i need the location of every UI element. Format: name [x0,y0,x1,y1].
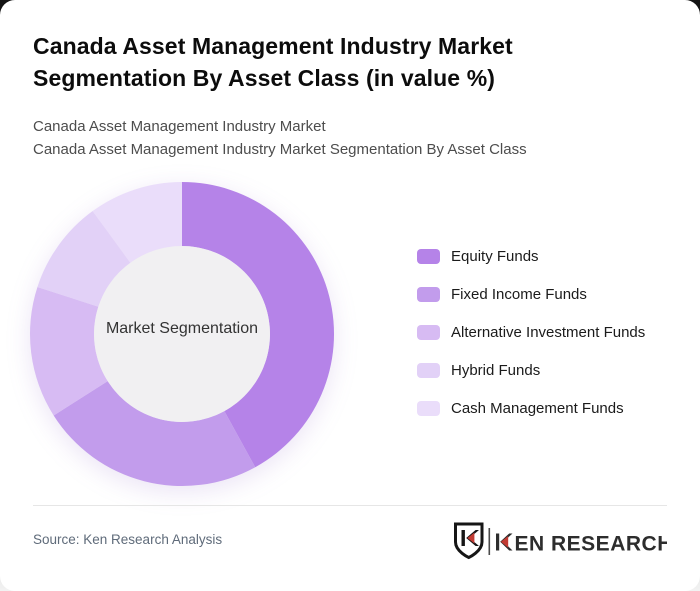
page-title: Canada Asset Management Industry Market … [33,33,513,91]
legend-label: Alternative Investment Funds [451,323,646,341]
ken-research-badge-icon [454,522,484,560]
source-text: Source: Ken Research Analysis [33,532,223,547]
footer-divider [33,505,667,506]
legend: Equity Funds Fixed Income Funds Alternativ… [417,248,645,438]
legend-swatch [417,324,440,340]
donut-segment-equity-funds [182,182,335,468]
donut-center-label: Market Segmentation [105,320,259,337]
legend-item-hybrid-funds: Hybrid Funds [417,361,645,379]
badge-red-triangle-icon [467,532,475,544]
ken-research-logo: EN RESEARCH [454,522,667,560]
legend-label: Equity Funds [451,247,539,265]
wordmark-red-triangle-icon [500,536,509,548]
donut-segment-fixed-income-funds [53,381,256,487]
subtitle-line-1: Canada Asset Management Industry Market [33,118,326,135]
legend-label: Hybrid Funds [451,361,541,379]
donut-chart-container [27,179,337,489]
donut-segment-alternative-investment-funds [29,287,108,416]
donut-chart [29,182,335,487]
legend-swatch [417,400,440,416]
legend-swatch [417,362,440,378]
wordmark-text: EN RESEARCH [515,533,668,556]
legend-swatch [417,248,440,264]
legend-label: Fixed Income Funds [451,285,587,303]
subtitle-line-2: Canada Asset Management Industry Market … [33,141,527,159]
logo-separator [488,528,491,555]
legend-swatch [417,286,440,302]
legend-item-cash-management-funds: Cash Management Funds [417,399,645,417]
donut-segment-cash-management-funds [92,182,182,263]
donut-segment-hybrid-funds [37,211,131,307]
ken-research-wordmark: EN RESEARCH [496,533,667,556]
subtitle-block: Canada Asset Management Industry Market … [33,115,653,162]
donut-inner-circle [94,246,270,422]
legend-label: Cash Management Funds [451,399,624,417]
legend-item-alternative-investment-funds: Alternative Investment Funds [417,323,646,341]
legend-item-fixed-income-funds: Fixed Income Funds [417,285,645,303]
legend-item-equity-funds: Equity Funds [417,247,645,265]
